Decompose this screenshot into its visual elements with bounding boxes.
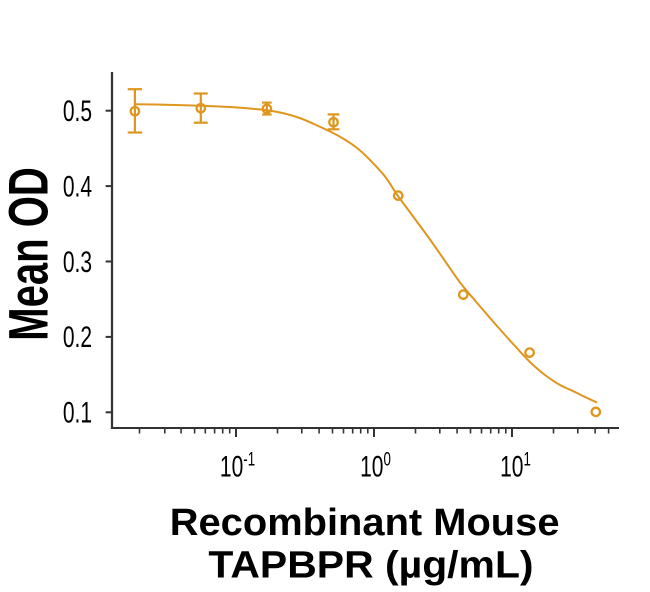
svg-text:Mean OD: Mean OD <box>0 167 60 340</box>
svg-text:0.3: 0.3 <box>63 246 92 278</box>
svg-text:Recombinant Mouse: Recombinant Mouse <box>170 502 560 544</box>
svg-text:0.1: 0.1 <box>63 397 92 429</box>
svg-text:0.4: 0.4 <box>63 171 92 203</box>
svg-text:0.2: 0.2 <box>63 322 92 354</box>
svg-text:0.5: 0.5 <box>63 96 92 128</box>
svg-text:TAPBPR (µg/mL): TAPBPR (µg/mL) <box>208 544 533 586</box>
